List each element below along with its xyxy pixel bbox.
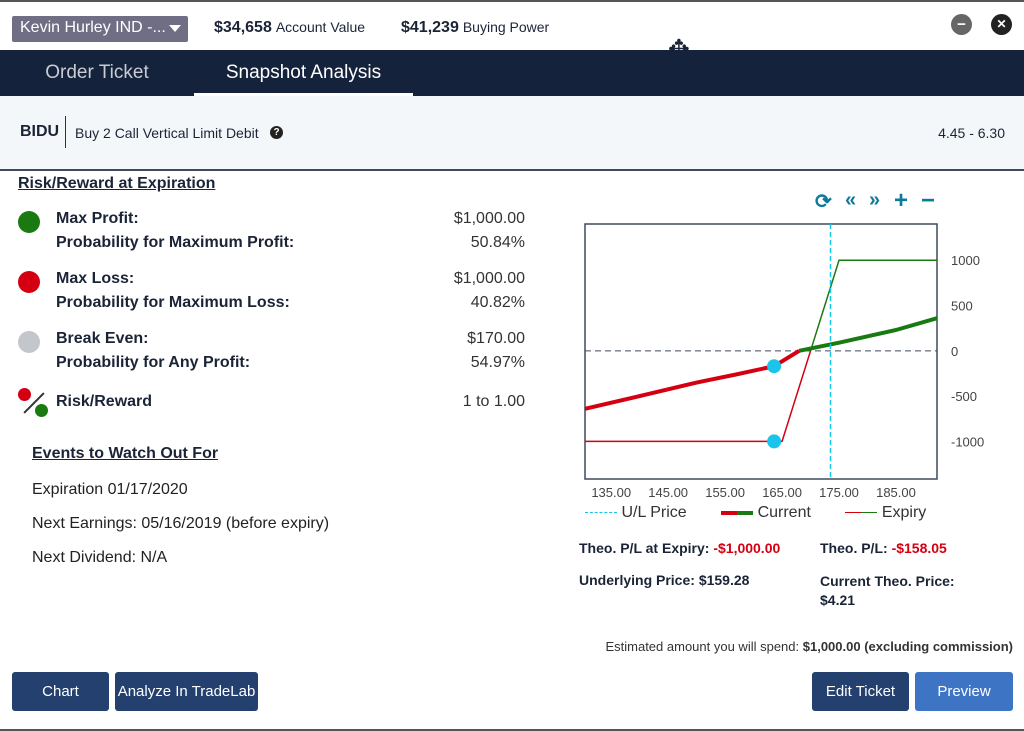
event-dividend: Next Dividend: N/A bbox=[32, 549, 168, 566]
pan-left-icon[interactable]: « bbox=[845, 189, 857, 211]
x-tick-label: 165.00 bbox=[762, 485, 802, 500]
max-loss-value: $1,000.00 bbox=[453, 270, 525, 287]
legend-ul-swatch bbox=[585, 512, 617, 514]
prob-max-profit-label: Probability for Maximum Profit: bbox=[56, 234, 295, 251]
theo-expiry-value: -$1,000.00 bbox=[713, 540, 781, 556]
y-tick-label: -1000 bbox=[951, 434, 984, 449]
y-tick-label: 500 bbox=[951, 299, 973, 314]
account-value-label: Account Value bbox=[275, 19, 366, 35]
theo-pl-value: -$158.05 bbox=[891, 540, 947, 556]
top-bar: Kevin Hurley IND -... $34,658 Account Val… bbox=[0, 0, 1024, 64]
expiry-profit-line bbox=[809, 259, 937, 352]
risk-reward-title: Risk/Reward at Expiration bbox=[18, 175, 216, 192]
analyze-tradelab-button[interactable]: Analyze In TradeLab bbox=[115, 672, 258, 711]
tab-bar: Order Ticket Snapshot Analysis bbox=[0, 50, 1024, 96]
edit-ticket-button[interactable]: Edit Ticket bbox=[812, 672, 909, 711]
theo-expiry-label: Theo. P/L at Expiry: bbox=[579, 540, 710, 556]
event-earnings: Next Earnings: 05/16/2019 (before expiry… bbox=[32, 515, 330, 532]
risk-reward-value: 1 to 1.00 bbox=[462, 393, 525, 410]
current-theo-label: Current Theo. Price: bbox=[820, 573, 955, 589]
legend-expiry: Expiry bbox=[881, 504, 927, 521]
underlying-label: Underlying Price: bbox=[579, 572, 695, 588]
buying-power: $41,239 Buying Power bbox=[401, 19, 549, 37]
tab-order-ticket[interactable]: Order Ticket bbox=[45, 62, 149, 83]
x-tick-label: 185.00 bbox=[876, 485, 916, 500]
plot-frame bbox=[584, 223, 938, 480]
order-description: Buy 2 Call Vertical Limit Debit bbox=[75, 125, 259, 141]
minimize-button[interactable]: − bbox=[951, 14, 972, 35]
chevron-down-icon bbox=[169, 25, 181, 32]
legend-current-swatch bbox=[721, 510, 754, 515]
preview-button[interactable]: Preview bbox=[915, 672, 1013, 711]
break-even-label: Break Even: bbox=[56, 330, 149, 347]
max-loss-label: Max Loss: bbox=[56, 270, 135, 287]
sad-face-icon bbox=[18, 271, 40, 293]
account-name: Kevin Hurley IND -... bbox=[20, 19, 166, 36]
divider bbox=[65, 116, 66, 148]
x-tick-label: 135.00 bbox=[591, 485, 631, 500]
events-title: Events to Watch Out For bbox=[32, 445, 219, 462]
max-profit-value: $1,000.00 bbox=[453, 210, 525, 227]
close-button[interactable]: ✕ bbox=[991, 14, 1012, 35]
prob-max-loss-value: 40.82% bbox=[470, 294, 525, 311]
bottom-border bbox=[0, 729, 1024, 731]
happy-face-icon bbox=[18, 211, 40, 233]
x-tick-label: 175.00 bbox=[819, 485, 859, 500]
theo-pl: Theo. P/L: -$158.05 bbox=[820, 540, 947, 556]
prob-max-profit-value: 50.84% bbox=[470, 234, 525, 251]
buying-power-amount: $41,239 bbox=[401, 19, 459, 36]
theo-pl-label: Theo. P/L: bbox=[820, 540, 888, 556]
current-theo-price: Current Theo. Price: $4.21 bbox=[820, 572, 990, 610]
x-tick-label: 145.00 bbox=[648, 485, 688, 500]
risk-reward-label: Risk/Reward bbox=[56, 393, 153, 410]
zoom-out-icon[interactable]: − bbox=[921, 187, 936, 214]
estimate-amount: $1,000.00 (excluding commission) bbox=[802, 639, 1013, 654]
pan-right-icon[interactable]: » bbox=[869, 189, 881, 211]
zoom-in-icon[interactable]: + bbox=[894, 187, 909, 214]
help-icon[interactable]: ? bbox=[270, 126, 283, 139]
estimate-label: Estimated amount you will spend: bbox=[605, 639, 800, 654]
pl-chart: 135.00 145.00 155.00 165.00 175.00 185.00 1000… bbox=[584, 223, 984, 500]
max-profit-label: Max Profit: bbox=[56, 210, 139, 227]
account-value: $34,658 Account Value bbox=[214, 19, 365, 37]
current-theo-value: $4.21 bbox=[820, 592, 856, 608]
price-range: 4.45 - 6.30 bbox=[938, 125, 1005, 141]
y-tick-label: -500 bbox=[951, 389, 977, 404]
legend-ul-price: U/L Price bbox=[621, 504, 687, 521]
buying-power-label: Buying Power bbox=[462, 19, 550, 35]
theo-expiry: Theo. P/L at Expiry: -$1,000.00 bbox=[579, 540, 780, 556]
risk-reward-icon bbox=[18, 388, 50, 420]
price-marker bbox=[767, 434, 782, 449]
account-value-amount: $34,658 bbox=[214, 19, 272, 36]
break-even-value: $170.00 bbox=[467, 330, 525, 347]
y-tick-label: 0 bbox=[951, 344, 958, 359]
neutral-face-icon bbox=[18, 331, 40, 353]
refresh-icon[interactable]: ⟳ bbox=[815, 191, 832, 213]
account-selector[interactable]: Kevin Hurley IND -... bbox=[12, 16, 188, 42]
event-expiration: Expiration 01/17/2020 bbox=[32, 481, 188, 498]
prob-max-loss-label: Probability for Maximum Loss: bbox=[56, 294, 290, 311]
y-tick-label: 1000 bbox=[951, 253, 980, 268]
order-summary-bar: BIDU Buy 2 Call Vertical Limit Debit ? 4… bbox=[0, 96, 1024, 171]
current-profit-line bbox=[798, 316, 938, 353]
prob-any-profit-value: 54.97% bbox=[470, 354, 525, 371]
underlying-value: $159.28 bbox=[698, 572, 750, 588]
x-tick-label: 155.00 bbox=[705, 485, 745, 500]
tab-snapshot-analysis[interactable]: Snapshot Analysis bbox=[194, 50, 413, 96]
estimated-spend: Estimated amount you will spend: $1,000.… bbox=[605, 639, 1013, 654]
chart-button[interactable]: Chart bbox=[12, 672, 109, 711]
legend-current: Current bbox=[757, 504, 811, 521]
symbol: BIDU bbox=[20, 123, 60, 140]
legend: U/L Price Current Expiry bbox=[585, 504, 926, 522]
prob-any-profit-label: Probability for Any Profit: bbox=[56, 354, 251, 371]
underlying-price: Underlying Price: $159.28 bbox=[579, 572, 749, 588]
price-marker bbox=[767, 359, 782, 374]
legend-expiry-swatch bbox=[845, 512, 878, 514]
expiry-loss-line bbox=[585, 350, 812, 443]
